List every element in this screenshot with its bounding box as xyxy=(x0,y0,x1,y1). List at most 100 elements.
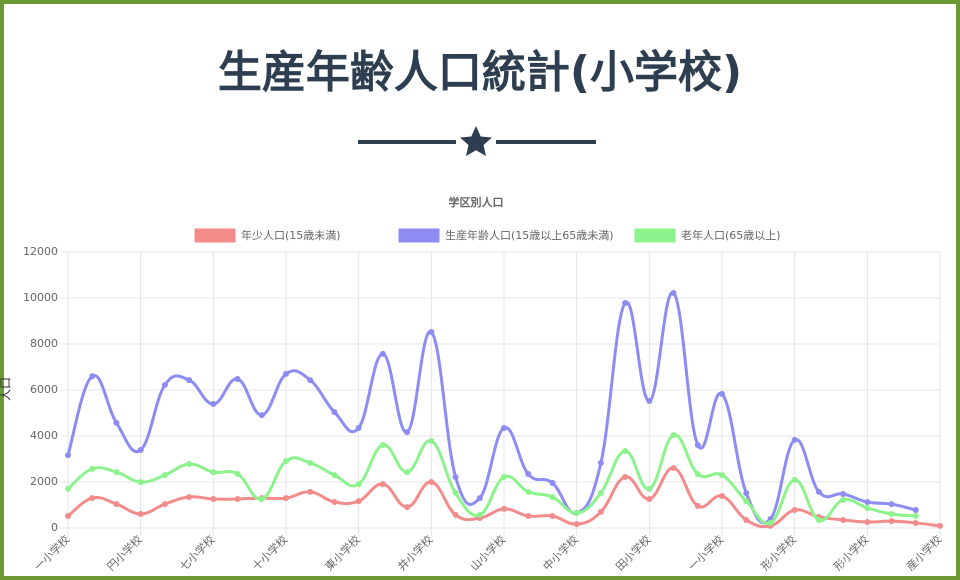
data-point xyxy=(791,476,798,483)
data-point xyxy=(597,490,604,497)
x-tick-label: 中小学校 xyxy=(540,532,581,573)
y-axis-label: 人口 xyxy=(0,377,13,401)
data-point xyxy=(379,481,386,488)
data-point xyxy=(452,511,459,518)
data-point xyxy=(622,447,629,454)
x-tick-label: 一小学校 xyxy=(685,532,726,573)
data-point xyxy=(331,472,338,479)
data-point xyxy=(501,424,507,431)
data-point xyxy=(258,496,265,503)
data-point xyxy=(791,436,798,443)
data-point xyxy=(573,510,580,517)
data-point xyxy=(258,412,265,419)
data-point xyxy=(404,429,411,436)
data-point xyxy=(767,519,774,526)
data-point xyxy=(646,496,653,503)
data-point xyxy=(912,513,919,520)
data-point xyxy=(694,441,701,448)
data-point xyxy=(864,499,871,506)
page-title: 生産年齢人口統計(小学校) xyxy=(217,47,743,98)
y-tick-label: 2000 xyxy=(30,475,58,488)
data-point xyxy=(379,441,386,448)
data-point xyxy=(476,495,483,502)
x-tick-label: 産小学校 xyxy=(903,532,944,573)
data-point xyxy=(525,470,532,477)
data-point xyxy=(161,381,168,388)
data-point xyxy=(888,510,895,517)
data-point xyxy=(234,470,241,477)
data-point xyxy=(719,472,725,479)
data-point xyxy=(937,522,943,529)
data-point xyxy=(331,499,338,506)
data-point xyxy=(113,501,120,508)
legend-swatch xyxy=(398,228,440,243)
data-point xyxy=(404,469,411,476)
data-point xyxy=(840,490,847,497)
star-icon xyxy=(460,126,492,156)
data-point xyxy=(355,424,362,431)
legend-label: 年少人口(15歳未満) xyxy=(241,228,341,242)
data-point xyxy=(694,470,701,477)
data-point xyxy=(452,490,459,497)
legend-label: 生産年齢人口(15歳以上65歳未満) xyxy=(445,228,614,242)
data-point xyxy=(670,464,677,471)
divider xyxy=(358,126,596,156)
data-point xyxy=(186,461,193,468)
data-point xyxy=(694,502,701,509)
data-point xyxy=(428,329,435,336)
y-tick-label: 0 xyxy=(51,521,58,534)
data-point xyxy=(452,473,459,480)
y-tick-label: 10000 xyxy=(23,291,58,304)
data-point xyxy=(89,465,96,472)
data-point xyxy=(65,513,71,520)
data-point xyxy=(234,375,241,382)
data-point xyxy=(331,409,338,416)
data-point xyxy=(573,521,580,528)
data-point xyxy=(719,493,725,500)
data-point xyxy=(743,490,750,497)
data-point xyxy=(888,518,895,525)
legend-swatch xyxy=(634,228,676,243)
data-point xyxy=(379,350,386,357)
data-point xyxy=(888,501,895,508)
data-point xyxy=(355,498,362,505)
x-tick-label: 形小学校 xyxy=(831,532,872,573)
data-point xyxy=(646,485,653,492)
data-point xyxy=(912,519,919,526)
x-tick-label: 山小学校 xyxy=(467,532,508,573)
data-point xyxy=(210,469,217,476)
data-point xyxy=(646,398,653,405)
data-point xyxy=(549,513,556,520)
data-point xyxy=(307,488,314,495)
data-point xyxy=(234,496,241,503)
data-point xyxy=(815,488,822,495)
data-point xyxy=(210,401,217,408)
x-tick-label: 十小学校 xyxy=(249,532,290,573)
chart-title: 学区別人口 xyxy=(449,195,504,209)
data-point xyxy=(791,507,798,514)
y-tick-label: 6000 xyxy=(30,383,58,396)
x-tick-label: 円小学校 xyxy=(104,532,145,573)
data-point xyxy=(864,504,871,511)
data-point xyxy=(840,516,847,523)
data-point xyxy=(428,479,435,485)
data-point xyxy=(89,373,96,380)
data-point xyxy=(161,501,168,508)
data-point xyxy=(525,513,532,520)
data-point xyxy=(622,300,629,307)
data-point xyxy=(476,511,483,518)
x-tick-label: 東小学校 xyxy=(322,532,363,573)
y-tick-label: 8000 xyxy=(30,337,58,350)
data-point xyxy=(65,452,71,459)
data-point xyxy=(815,516,822,523)
data-point xyxy=(404,504,411,511)
data-point xyxy=(864,519,871,526)
data-point xyxy=(743,498,750,505)
data-point xyxy=(670,432,677,439)
data-point xyxy=(210,496,217,503)
data-point xyxy=(137,447,144,454)
y-tick-label: 4000 xyxy=(30,429,58,442)
data-point xyxy=(719,390,725,397)
